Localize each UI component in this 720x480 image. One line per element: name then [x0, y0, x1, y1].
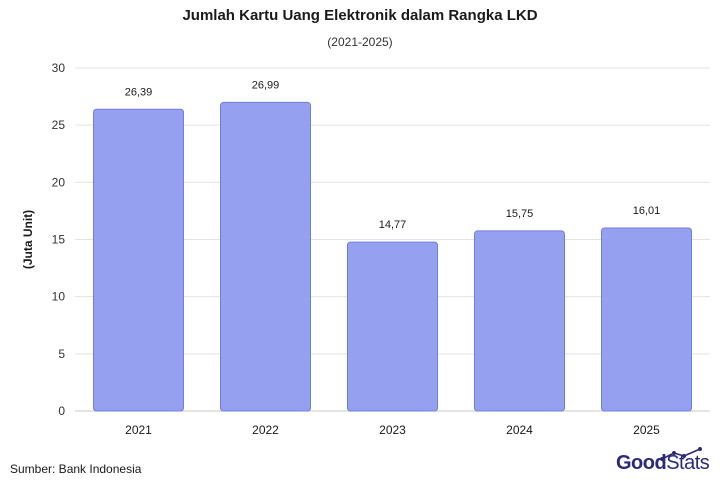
y-tick-label: 25	[52, 118, 66, 132]
x-tick-label: 2025	[633, 423, 660, 437]
chart-title: Jumlah Kartu Uang Elektronik dalam Rangk…	[182, 7, 538, 24]
bar-2025	[601, 227, 692, 412]
logo-text-stats: Stats	[666, 452, 710, 474]
data-label: 26,99	[252, 79, 280, 91]
y-tick-label: 10	[52, 290, 66, 304]
chart-subtitle: (2021-2025)	[327, 35, 393, 49]
y-tick-label: 15	[52, 233, 66, 247]
x-tick-label: 2021	[125, 423, 152, 437]
goodstats-logo: GoodStats	[616, 452, 716, 478]
logo-text-good: Good	[616, 452, 667, 474]
bar-2021	[93, 108, 184, 412]
bar-2022	[220, 101, 311, 412]
data-label: 26,39	[125, 86, 153, 98]
source-note: Sumber: Bank Indonesia	[10, 462, 142, 476]
data-label: 14,77	[379, 219, 407, 231]
y-tick-label: 20	[52, 175, 66, 189]
y-tick-label: 30	[52, 61, 66, 75]
bar-2023	[347, 241, 438, 412]
x-tick-label: 2024	[506, 423, 533, 437]
data-label: 15,75	[506, 208, 534, 220]
data-label: 16,01	[633, 205, 661, 217]
x-tick-label: 2023	[379, 423, 406, 437]
x-tick-label: 2022	[252, 423, 279, 437]
y-axis-label: (Juta Unit)	[21, 210, 35, 269]
logo-trend-icon	[660, 447, 702, 461]
y-tick-label: 0	[58, 404, 65, 418]
y-tick-label: 5	[58, 347, 65, 361]
bar-2024	[474, 230, 565, 412]
